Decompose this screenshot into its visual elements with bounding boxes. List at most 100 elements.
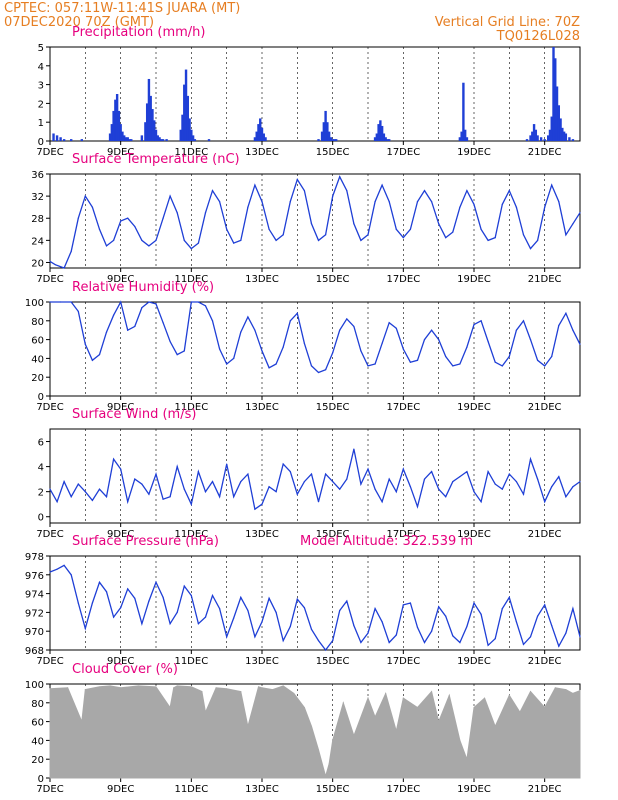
data-point — [77, 310, 79, 312]
data-point — [480, 228, 482, 230]
data-point — [105, 591, 108, 593]
data-point — [522, 643, 525, 645]
data-point — [388, 322, 390, 324]
precip-bar — [317, 139, 320, 141]
data-point — [84, 491, 86, 493]
precip-bar — [529, 135, 532, 141]
precip-bar — [144, 122, 147, 141]
data-point — [211, 481, 214, 483]
x-tick-label: 11DEC — [174, 529, 208, 540]
data-point — [162, 217, 164, 219]
data-point — [120, 468, 122, 470]
data-point — [240, 596, 242, 598]
precip-bar — [324, 110, 327, 141]
data-point — [494, 638, 496, 640]
data-point — [148, 301, 150, 303]
data-point — [395, 730, 397, 732]
data-point — [342, 702, 344, 704]
data-point — [289, 625, 291, 628]
series-line — [49, 175, 581, 269]
precip-bar — [532, 124, 536, 141]
x-tick-label: 21DEC — [528, 656, 562, 667]
data-point — [317, 640, 320, 642]
precip-bar — [260, 127, 264, 141]
precip-bar — [388, 139, 391, 141]
data-point — [395, 228, 397, 230]
data-point — [204, 711, 206, 713]
x-tick-label: 13DEC — [245, 529, 279, 540]
data-point — [459, 739, 461, 741]
data-point — [183, 350, 185, 352]
x-tick-label: 15DEC — [316, 784, 350, 795]
precip-bar — [124, 137, 128, 141]
x-tick-label: 9DEC — [107, 402, 134, 413]
data-point — [49, 488, 51, 490]
data-point — [466, 471, 468, 473]
data-point — [155, 686, 157, 688]
y-tick-label: 2 — [38, 488, 44, 499]
data-point — [169, 496, 171, 498]
data-point — [275, 363, 277, 365]
precip-bar — [557, 105, 560, 141]
x-tick-label: 7DEC — [36, 274, 63, 285]
y-tick-label: 0 — [38, 774, 44, 785]
data-point — [494, 483, 496, 485]
precip-bar — [462, 82, 465, 141]
data-point — [155, 581, 157, 583]
data-point — [551, 184, 553, 186]
x-tick-label: 15DEC — [316, 147, 350, 158]
data-point — [190, 301, 192, 303]
precip-bar — [149, 95, 152, 141]
data-point — [113, 458, 115, 460]
precip-bar — [112, 110, 115, 141]
panel-5: 0 20 40 60 80 100 7DEC 9DEC 11DEC 13DEC 15DEC 17DEC… — [25, 662, 581, 795]
data-point — [317, 239, 320, 241]
data-point — [91, 499, 93, 502]
data-point — [134, 597, 136, 599]
data-point — [346, 318, 348, 320]
data-point — [98, 228, 101, 230]
data-point — [282, 346, 284, 348]
data-point — [360, 483, 362, 485]
precip-bar — [253, 137, 257, 141]
data-point — [367, 365, 369, 367]
y-tick-label: 3 — [38, 81, 44, 92]
precip-bar — [465, 137, 469, 141]
panel-frame — [49, 46, 581, 142]
data-point — [303, 189, 305, 192]
data-point — [473, 323, 475, 326]
precip-bar — [154, 129, 158, 141]
data-point — [120, 301, 122, 303]
data-point — [296, 598, 298, 600]
data-point — [558, 201, 560, 203]
data-point — [473, 203, 475, 206]
data-point — [169, 340, 171, 343]
data-point — [438, 223, 440, 225]
data-point — [261, 687, 263, 689]
precip-bar — [186, 95, 189, 141]
data-point — [219, 608, 221, 610]
precip-bar — [326, 122, 329, 141]
data-point — [325, 234, 327, 236]
data-point — [137, 685, 139, 687]
data-point — [452, 635, 454, 637]
data-point — [579, 343, 581, 345]
data-point — [381, 184, 383, 186]
data-point — [240, 691, 242, 693]
panel-title: Relative Humidity (%) — [72, 280, 214, 295]
data-point — [113, 616, 115, 618]
precip-bar — [156, 135, 159, 141]
data-point — [296, 493, 298, 495]
precip-bar — [554, 58, 557, 141]
data-point — [579, 690, 581, 692]
y-tick-label: 24 — [31, 236, 44, 247]
data-point — [49, 571, 51, 573]
precip-bar — [539, 137, 543, 141]
data-point — [201, 691, 203, 693]
data-point — [381, 621, 383, 623]
x-tick-label: 19DEC — [457, 402, 491, 413]
data-point — [572, 608, 574, 610]
data-point — [296, 178, 298, 181]
data-point — [466, 189, 468, 192]
data-point — [289, 471, 291, 473]
